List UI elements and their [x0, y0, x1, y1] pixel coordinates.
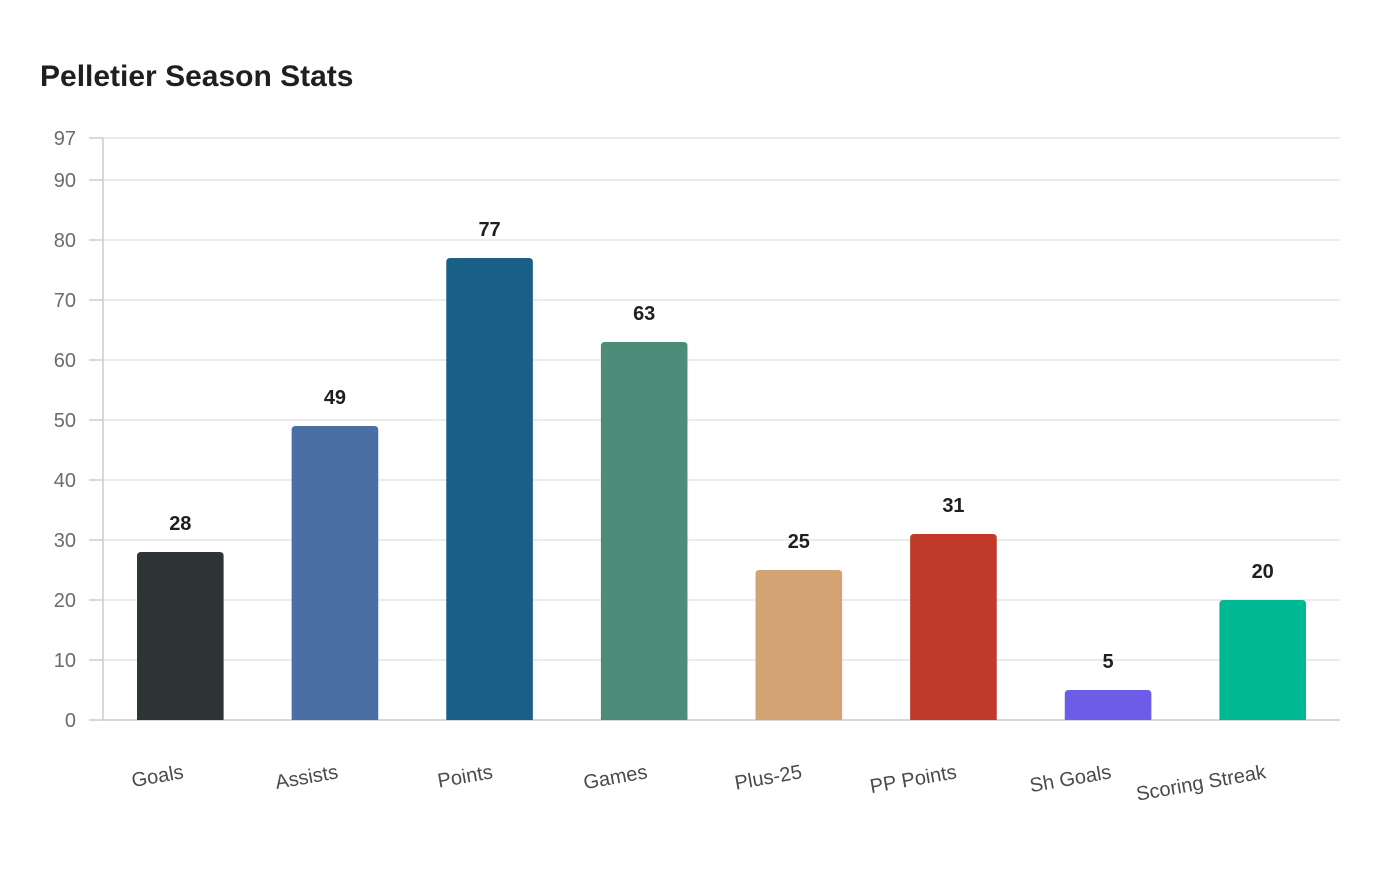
x-category-label: Sh Goals [1028, 761, 1113, 797]
y-tick-label: 90 [54, 170, 76, 192]
y-tick-label: 30 [54, 530, 76, 552]
x-category-label: Points [436, 761, 495, 792]
y-tick-label: 60 [54, 350, 76, 372]
y-tick-label: 10 [54, 650, 76, 672]
y-tick-label: 50 [54, 410, 76, 432]
y-tick-label: 20 [54, 590, 76, 612]
x-category-labels: Goals Assists Points Games Plus-25 PP Points S… [130, 761, 1269, 806]
value-label: 20 [1252, 561, 1274, 583]
x-category-label: Games [582, 761, 649, 794]
y-tick-label: 80 [54, 230, 76, 252]
x-category-label: PP Points [868, 761, 958, 798]
y-tick-label: 70 [54, 290, 76, 312]
bar-pp-points [910, 534, 997, 720]
axes [89, 137, 1340, 721]
value-label: 63 [633, 303, 655, 325]
y-tick-labels: 0 10 20 30 40 50 60 70 80 90 97 [54, 128, 76, 732]
value-labels: 28 49 77 63 25 31 5 20 [169, 219, 1274, 673]
value-label: 49 [324, 387, 346, 409]
value-label: 25 [788, 531, 810, 553]
x-category-label: Assists [274, 761, 340, 794]
x-category-label: Plus-25 [733, 761, 804, 794]
chart-title: Pelletier Season Stats [40, 60, 354, 93]
bar-scoring-streak [1219, 600, 1306, 720]
gridlines [103, 137, 1340, 661]
bar-games [600, 342, 688, 720]
bar-points [446, 258, 533, 720]
value-label: 77 [478, 219, 500, 241]
value-label: 28 [169, 513, 191, 535]
value-label: 5 [1103, 651, 1114, 673]
bar-sh-goals [1064, 690, 1152, 720]
value-label: 31 [942, 495, 964, 517]
bar-assists [291, 426, 379, 720]
x-category-label: Scoring Streak [1135, 761, 1269, 806]
x-category-label: Goals [130, 761, 185, 792]
bars [137, 258, 1306, 720]
y-tick-label: 97 [54, 128, 76, 150]
bar-plus-25 [755, 570, 843, 720]
y-tick-label: 40 [54, 470, 76, 492]
y-tick-label: 0 [65, 710, 76, 732]
bar-goals [137, 552, 224, 720]
